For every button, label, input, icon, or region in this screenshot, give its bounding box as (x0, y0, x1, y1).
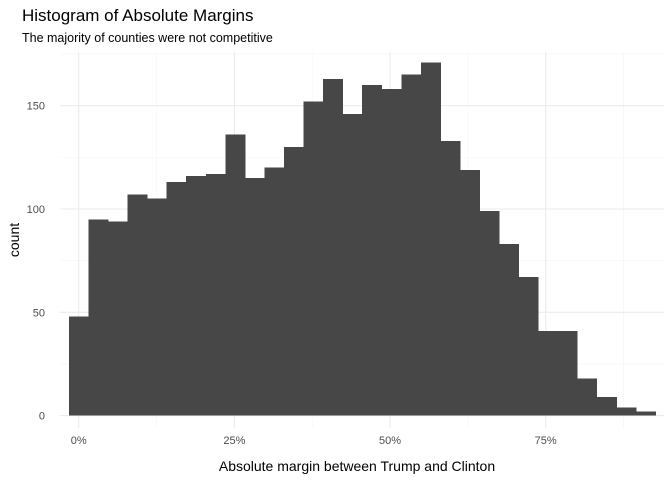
histogram-bar (538, 330, 559, 416)
histogram-bar (440, 140, 461, 416)
y-tick-label: 150 (27, 101, 45, 113)
histogram-bar (635, 411, 656, 416)
chart-title: Histogram of Absolute Margins (22, 6, 254, 25)
histogram-bars (68, 62, 656, 416)
histogram-bar (147, 198, 168, 416)
histogram-bar (381, 89, 402, 416)
histogram-bar (108, 221, 128, 416)
histogram-bar (362, 85, 383, 416)
histogram-bar (420, 62, 441, 416)
histogram-bar (68, 316, 89, 416)
histogram-bar (283, 147, 304, 416)
histogram-bar (479, 211, 500, 416)
y-tick-label: 50 (33, 307, 45, 319)
y-tick-label: 0 (39, 411, 45, 423)
y-tick-label: 100 (27, 204, 45, 216)
x-axis-title: Absolute margin between Trump and Clinto… (219, 458, 495, 474)
histogram-bar (88, 219, 109, 416)
x-tick-label: 25% (223, 435, 245, 447)
histogram-bar (577, 378, 598, 416)
histogram-bar (303, 101, 324, 416)
histogram-bar (342, 113, 363, 416)
histogram-bar (459, 169, 480, 416)
x-tick-label: 75% (535, 435, 557, 447)
x-tick-label: 0% (71, 435, 87, 447)
histogram-bar (557, 330, 578, 416)
histogram-bar (244, 178, 265, 416)
histogram-bar (186, 175, 207, 416)
histogram-bar (616, 407, 637, 416)
histogram-bar (264, 167, 285, 416)
y-axis-ticks: 0 50 100 150 (27, 101, 45, 423)
y-axis-title: count (6, 223, 22, 257)
histogram-bar (205, 173, 226, 416)
histogram-bar (323, 78, 344, 416)
histogram-bar (499, 244, 520, 416)
histogram-bar (401, 74, 422, 416)
histogram-bar (166, 182, 187, 416)
chart-subtitle: The majority of counties were not compet… (22, 31, 273, 45)
histogram-bar (225, 134, 246, 416)
histogram-bar (518, 277, 539, 416)
histogram-bar (127, 194, 148, 416)
x-axis-ticks: 0% 25% 50% 75% (71, 435, 557, 447)
histogram-bar (596, 397, 617, 416)
x-tick-label: 50% (379, 435, 401, 447)
